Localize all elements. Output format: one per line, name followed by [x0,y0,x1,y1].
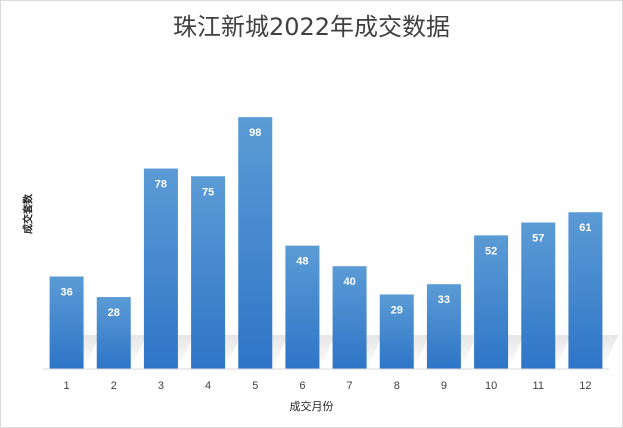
bar-month-12 [568,212,603,369]
x-tick-label: 6 [299,380,305,392]
bar-month-6 [285,245,320,369]
bar-data-label: 36 [60,286,72,298]
bar-data-label: 57 [532,233,544,245]
bar-data-label: 48 [296,256,308,268]
bar-data-label: 33 [438,294,450,306]
chart-title: 珠江新城2022年成交数据 [172,13,451,41]
bar-month-1 [49,276,84,369]
bar-data-label: 52 [485,245,497,257]
x-tick-label: 4 [205,380,211,392]
bar-month-10 [474,235,509,369]
x-tick-label: 12 [579,380,591,392]
x-tick-label: 5 [252,380,258,392]
x-tick-label: 10 [485,380,497,392]
x-axis-label: 成交月份 [289,400,334,413]
bar-month-8 [379,294,414,369]
bar-data-label: 98 [249,127,261,139]
bar-data-label: 28 [108,307,120,319]
x-tick-label: 3 [158,380,164,392]
bar-month-5 [238,117,273,369]
bars [49,117,603,369]
bar-month-2 [96,297,131,369]
bar-month-9 [426,284,461,369]
bar-data-label: 29 [391,304,403,316]
bar-data-label: 61 [579,222,591,234]
x-tick-label: 11 [533,380,544,392]
bar-month-7 [332,266,367,369]
x-tick-labels: 1 2 3 4 5 6 7 8 9 10 11 12 [64,380,592,392]
bar-data-label: 40 [343,276,355,288]
x-tick-label: 8 [394,380,400,392]
x-tick-label: 7 [347,380,353,392]
bar-data-labels: 36 28 78 75 98 48 40 29 33 52 57 61 [60,127,591,319]
x-tick-label: 1 [64,380,70,392]
bar-month-3 [143,168,178,369]
bar-month-11 [521,222,556,369]
bar-month-4 [191,176,226,369]
bar-data-label: 78 [155,179,167,191]
x-tick-label: 9 [441,380,447,392]
bar-data-label: 75 [202,186,214,198]
x-tick-label: 2 [111,380,117,392]
